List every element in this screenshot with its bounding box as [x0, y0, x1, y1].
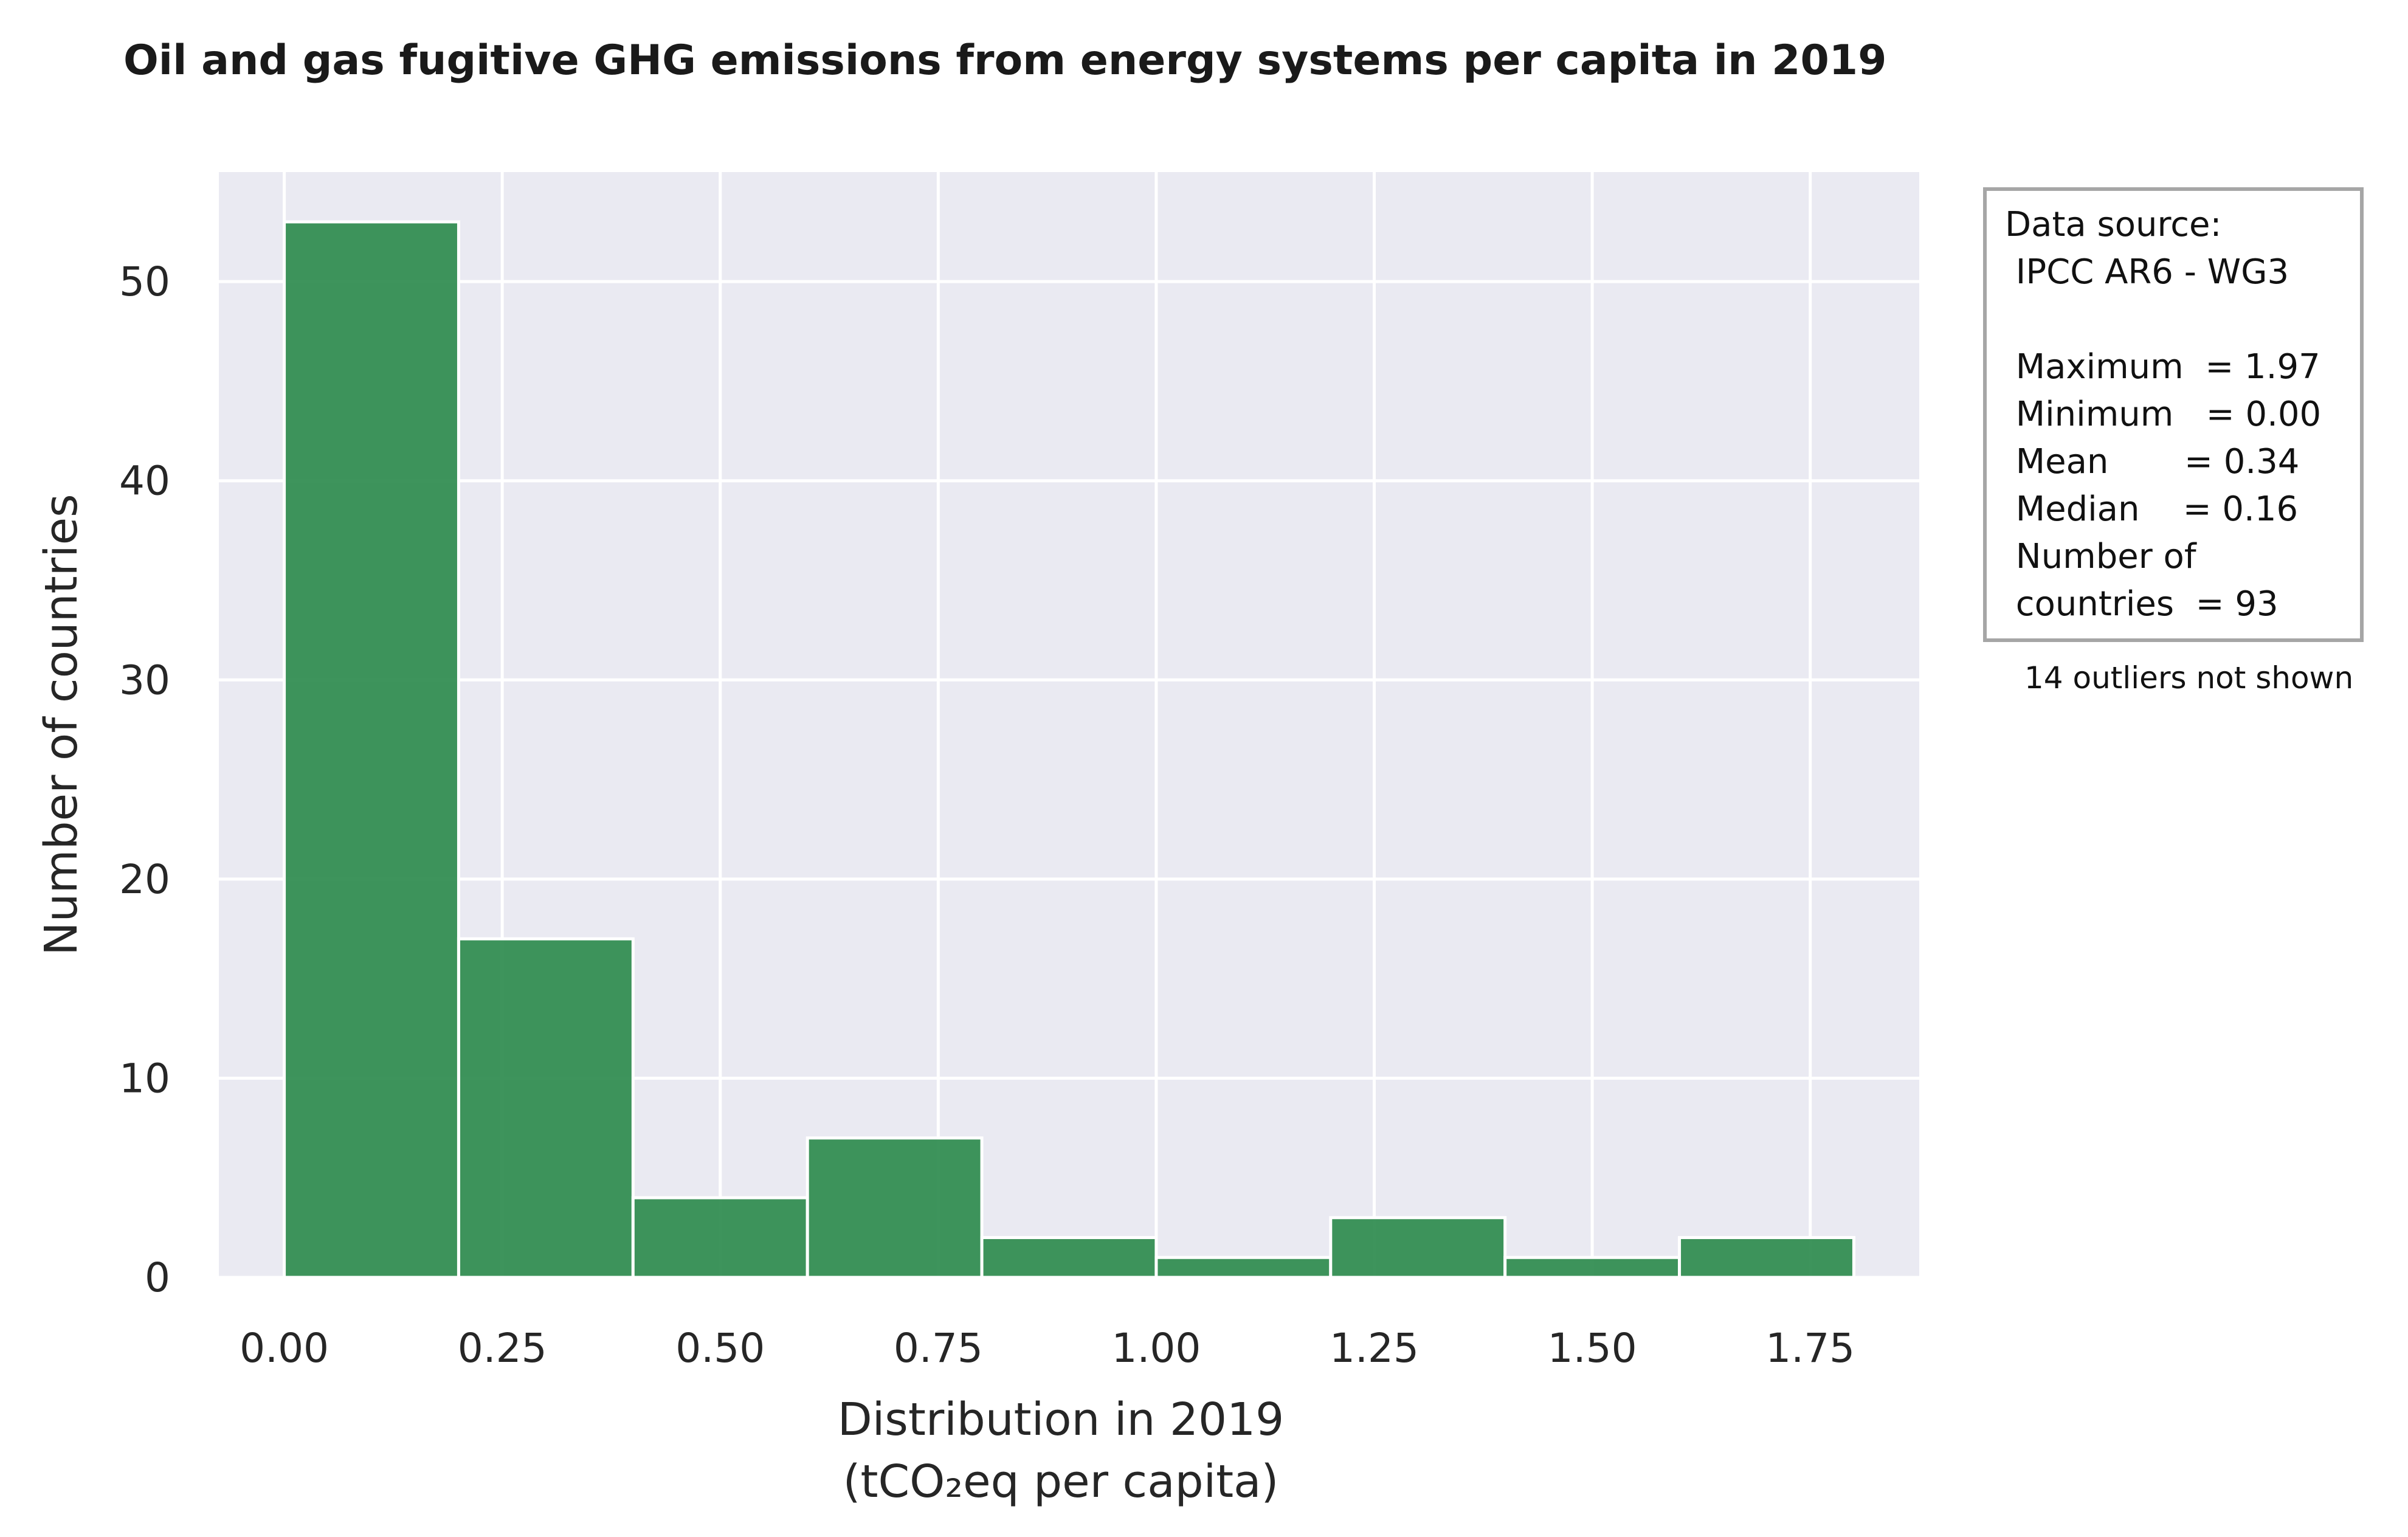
y-tick-label-1: 10 — [119, 1055, 170, 1102]
histogram-bar-3 — [806, 1136, 984, 1279]
histogram-bar-1 — [457, 937, 635, 1279]
info-line-4: Minimum = 0.00 — [2005, 395, 2321, 434]
outliers-note: 14 outliers not shown — [2024, 660, 2353, 696]
histogram-bar-5 — [1154, 1256, 1333, 1279]
chart-title: Oil and gas fugitive GHG emissions from … — [123, 36, 1886, 85]
x-tick-label-7: 1.75 — [1765, 1325, 1855, 1372]
info-line-5: Mean = 0.34 — [2005, 442, 2299, 482]
info-box-text: Data source: IPCC AR6 - WG3 Maximum = 1.… — [2005, 205, 2321, 624]
info-line-6: Median = 0.16 — [2005, 489, 2298, 529]
y-tick-label-4: 40 — [119, 458, 170, 505]
x-axis-label: Distribution in 2019 — [838, 1394, 1285, 1446]
y-tick-label-5: 50 — [119, 258, 170, 305]
histogram-bar-0 — [283, 220, 460, 1279]
x-tick-label-4: 1.00 — [1111, 1325, 1201, 1372]
x-tick-label-0: 0.00 — [240, 1325, 329, 1372]
y-tick-label-3: 30 — [119, 657, 170, 703]
histogram-bars — [283, 220, 1855, 1279]
y-axis-ticks: 0 10 20 30 40 50 — [119, 258, 170, 1301]
histogram-bar-6 — [1329, 1216, 1507, 1279]
x-axis-ticks: 0.00 0.25 0.50 0.75 1.00 1.25 1.50 1.75 — [240, 1325, 1855, 1372]
info-box: Data source: IPCC AR6 - WG3 Maximum = 1.… — [1983, 187, 2364, 642]
y-tick-label-0: 0 — [145, 1254, 170, 1301]
x-tick-label-1: 0.25 — [458, 1325, 547, 1372]
x-tick-label-6: 1.50 — [1548, 1325, 1637, 1372]
histogram-bar-4 — [980, 1235, 1158, 1279]
x-axis-unit-label: (tCO₂eq per capita) — [843, 1456, 1279, 1508]
y-tick-label-2: 20 — [119, 856, 170, 903]
x-tick-label-2: 0.50 — [675, 1325, 765, 1372]
x-tick-label-5: 1.25 — [1330, 1325, 1419, 1372]
info-line-3: Maximum = 1.97 — [2005, 347, 2320, 387]
info-line-7: Number of — [2005, 537, 2197, 576]
histogram-bar-7 — [1503, 1256, 1682, 1279]
histogram-bar-8 — [1678, 1235, 1855, 1279]
info-line-0: Data source: — [2005, 205, 2221, 244]
info-line-8: countries = 93 — [2005, 584, 2279, 624]
info-box-border — [1983, 187, 2364, 642]
info-line-1: IPCC AR6 - WG3 — [2005, 252, 2289, 292]
y-axis-label: Number of countries — [35, 494, 88, 955]
x-tick-label-3: 0.75 — [894, 1325, 983, 1372]
histogram-bar-2 — [631, 1196, 809, 1279]
